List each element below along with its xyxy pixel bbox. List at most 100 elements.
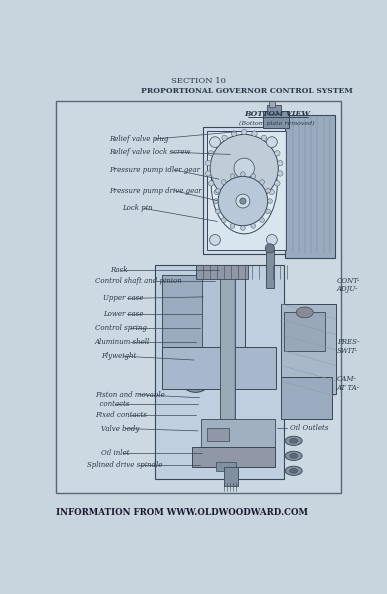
Text: Rack: Rack	[110, 266, 128, 274]
Text: ADJU-: ADJU-	[337, 285, 358, 293]
Circle shape	[208, 150, 214, 156]
Polygon shape	[207, 131, 286, 250]
Text: Relief valve plug: Relief valve plug	[109, 135, 168, 143]
Bar	[204, 127, 285, 254]
Circle shape	[210, 137, 221, 147]
Text: Splined drive spindle: Splined drive spindle	[87, 461, 163, 469]
Text: Oil Outlets: Oil Outlets	[290, 424, 329, 432]
Circle shape	[269, 142, 274, 147]
Circle shape	[267, 235, 277, 245]
Ellipse shape	[285, 436, 302, 446]
Ellipse shape	[296, 307, 313, 318]
Circle shape	[236, 194, 250, 208]
Text: SECTION 10: SECTION 10	[171, 77, 225, 84]
Text: Control shaft and pinion: Control shaft and pinion	[95, 277, 182, 285]
Text: Upper case: Upper case	[103, 295, 143, 302]
Circle shape	[261, 196, 267, 201]
Circle shape	[222, 135, 227, 141]
Circle shape	[265, 209, 270, 214]
Circle shape	[251, 174, 255, 178]
Bar	[161, 347, 276, 390]
Bar	[196, 266, 248, 279]
Bar	[266, 250, 274, 289]
Circle shape	[214, 189, 219, 195]
Text: Lock pin: Lock pin	[122, 204, 152, 212]
Text: contacts: contacts	[95, 400, 129, 408]
Text: PROPORTIONAL GOVERNOR CONTROL SYSTEM: PROPORTIONAL GOVERNOR CONTROL SYSTEM	[141, 87, 353, 95]
Circle shape	[210, 134, 278, 202]
Circle shape	[230, 174, 235, 178]
Circle shape	[252, 131, 257, 136]
Text: Fixed contacts: Fixed contacts	[95, 412, 147, 419]
Circle shape	[214, 142, 219, 147]
Circle shape	[275, 181, 280, 186]
Circle shape	[241, 202, 247, 207]
Text: Pressure pump drive gear: Pressure pump drive gear	[109, 187, 202, 195]
Bar	[284, 312, 325, 351]
Text: Relief valve lock screw: Relief valve lock screw	[109, 148, 190, 156]
Circle shape	[269, 189, 274, 195]
Bar	[192, 447, 275, 466]
Text: BOTTOM VIEW: BOTTOM VIEW	[244, 110, 310, 118]
Ellipse shape	[290, 454, 298, 458]
Circle shape	[221, 180, 226, 184]
Bar	[281, 377, 332, 419]
Ellipse shape	[211, 137, 277, 234]
Circle shape	[265, 188, 270, 193]
Circle shape	[221, 218, 226, 222]
Text: AT TA-: AT TA-	[337, 384, 360, 392]
Circle shape	[275, 150, 280, 156]
Bar	[207, 428, 229, 441]
Circle shape	[261, 135, 267, 141]
Circle shape	[241, 129, 247, 135]
Ellipse shape	[183, 359, 208, 386]
Text: PRES-: PRES-	[337, 339, 359, 346]
Circle shape	[277, 160, 283, 166]
Bar	[281, 304, 336, 394]
Circle shape	[218, 176, 268, 226]
Circle shape	[216, 209, 220, 214]
Circle shape	[210, 235, 221, 245]
Circle shape	[267, 137, 277, 147]
Circle shape	[260, 180, 264, 184]
Text: Flyweight: Flyweight	[101, 352, 137, 360]
Circle shape	[240, 198, 246, 204]
Text: INFORMATION FROM WWW.OLDWOODWARD.COM: INFORMATION FROM WWW.OLDWOODWARD.COM	[56, 508, 308, 517]
Text: SWIT-: SWIT-	[337, 347, 358, 355]
Bar	[220, 266, 235, 458]
Bar	[263, 111, 289, 128]
Circle shape	[265, 244, 274, 253]
Circle shape	[260, 218, 264, 222]
Circle shape	[216, 188, 220, 193]
Circle shape	[252, 200, 257, 206]
Text: Oil inlet: Oil inlet	[101, 449, 130, 457]
Text: CONT-: CONT-	[337, 277, 360, 285]
Text: CAM-: CAM-	[337, 375, 356, 383]
Bar	[269, 100, 276, 107]
Circle shape	[241, 172, 245, 176]
Ellipse shape	[290, 438, 298, 443]
Text: (Bottom plate removed): (Bottom plate removed)	[239, 121, 315, 127]
Text: Piston and movable: Piston and movable	[95, 391, 164, 399]
Circle shape	[205, 170, 211, 176]
Ellipse shape	[285, 466, 302, 475]
Bar	[224, 466, 238, 485]
Circle shape	[230, 224, 235, 228]
Bar	[221, 269, 234, 457]
Bar	[202, 419, 275, 450]
Circle shape	[251, 224, 255, 228]
Circle shape	[205, 160, 211, 166]
Ellipse shape	[285, 451, 302, 460]
Circle shape	[268, 199, 272, 203]
Circle shape	[214, 199, 218, 203]
Bar	[161, 274, 202, 356]
Text: Valve body: Valve body	[101, 425, 139, 432]
Text: Control spring: Control spring	[95, 324, 147, 333]
Circle shape	[208, 181, 214, 186]
Bar	[216, 462, 236, 472]
Bar	[267, 105, 281, 115]
Circle shape	[241, 226, 245, 230]
Bar	[155, 266, 284, 479]
Text: Aluminum shell: Aluminum shell	[95, 339, 150, 346]
Bar	[56, 100, 341, 493]
